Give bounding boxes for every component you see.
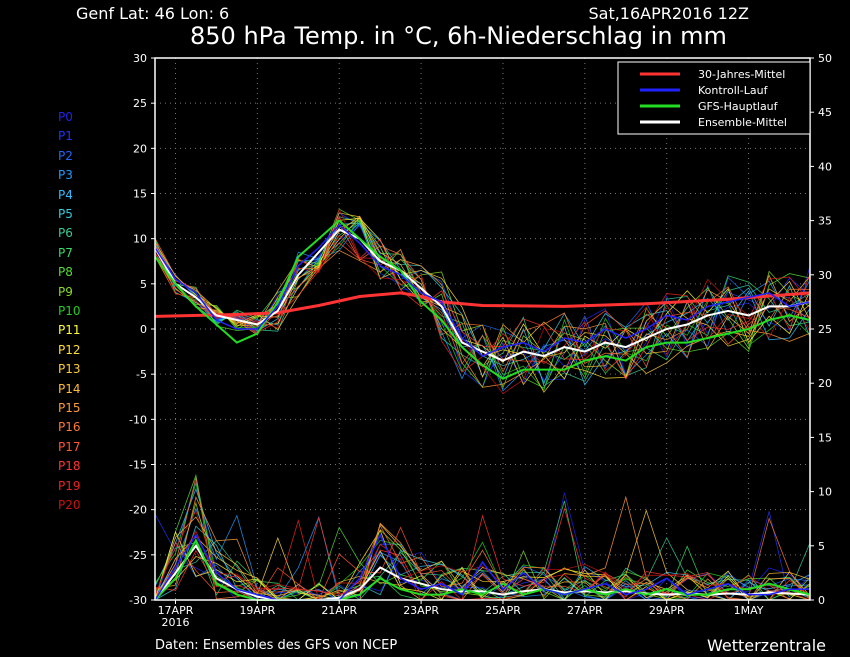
member-precip-line-p20 (154, 510, 811, 596)
temp-series-ensemble-mittel (154, 228, 811, 362)
y-right-tick-label: 30 (818, 269, 832, 282)
member-label-p0: P0 (58, 110, 73, 124)
location-label: Genf Lat: 46 Lon: 6 (76, 4, 230, 23)
chart-title: 850 hPa Temp. in °C, 6h-Niederschlag in … (190, 22, 727, 50)
y-left-tick-label: 25 (133, 97, 147, 110)
temp-series-kontroll-lauf (154, 224, 811, 357)
y-right-tick-label: 5 (818, 540, 825, 553)
member-label-p10: P10 (58, 304, 81, 318)
y-right-tick-label: 45 (818, 106, 832, 119)
legend-entry-label: Kontroll-Lauf (698, 84, 769, 97)
member-precip-line-p3 (154, 507, 811, 601)
member-label-p20: P20 (58, 498, 81, 512)
member-label-p13: P13 (58, 362, 81, 377)
y-left-tick-label: 0 (140, 323, 147, 336)
member-label-p11: P11 (58, 323, 81, 338)
y-left-tick-label: -30 (129, 594, 147, 607)
y-left-tick-label: -10 (129, 413, 147, 426)
y-left-tick-label: 10 (133, 233, 147, 246)
y-left-tick-label: 20 (133, 142, 147, 155)
member-label-p16: P16 (58, 420, 81, 435)
data-source-label: Daten: Ensembles des GFS von NCEP (155, 638, 398, 653)
member-label-p6: P6 (58, 226, 73, 241)
x-tick-label: 27APR (567, 604, 603, 617)
member-label-p1: P1 (58, 129, 73, 144)
member-label-p8: P8 (58, 265, 73, 280)
member-precip-line-p18 (154, 507, 811, 601)
x-tick-label: 25APR (485, 604, 521, 617)
y-right-tick-label: 10 (818, 486, 832, 499)
run-date-label: Sat,16APR2016 12Z (588, 4, 749, 23)
x-tick-label: 17APR (158, 604, 194, 617)
member-precip-line-p16 (154, 477, 811, 601)
member-label-p7: P7 (58, 245, 73, 260)
x-tick-label: 1MAY (734, 604, 764, 617)
member-label-p9: P9 (58, 284, 73, 299)
member-label-p4: P4 (58, 187, 73, 202)
y-right-tick-label: 0 (818, 594, 825, 607)
member-temp-line-p17 (154, 241, 811, 373)
x-tick-label: 19APR (239, 604, 275, 617)
legend-entry-label: Ensemble-Mittel (698, 116, 787, 129)
ensemble-member-lines (154, 207, 811, 601)
member-precip-line-p0 (154, 492, 811, 601)
member-label-p15: P15 (58, 401, 81, 415)
member-label-p19: P19 (58, 478, 81, 493)
y-right-tick-label: 35 (818, 215, 832, 228)
member-label-p18: P18 (58, 459, 81, 474)
temp-series-30-jahres-mittel (154, 291, 811, 318)
member-temp-line-p9 (154, 219, 811, 389)
y-left-tick-label: 15 (133, 188, 147, 201)
member-precip-line-p17 (154, 526, 810, 601)
wetterzentrale-brand: Wetterzentrale (706, 636, 826, 655)
y-left-tick-label: -5 (136, 368, 147, 381)
y-left-tick-label: -20 (129, 504, 147, 517)
y-left-tick-label: 30 (133, 52, 147, 65)
member-label-p3: P3 (58, 168, 73, 183)
y-left-tick-label: -15 (129, 459, 147, 472)
x-tick-year-label: 2016 (161, 616, 189, 629)
y-right-tick-label: 25 (818, 323, 832, 336)
legend: 30-Jahres-Mittel Kontroll-Lauf GFS-Hauptla… (617, 61, 811, 135)
x-tick-label: 29APR (649, 604, 685, 617)
axes: 302520151050-5-10-15-20-25-3050454035302… (129, 52, 832, 629)
y-left-tick-label: 5 (140, 278, 147, 291)
member-precip-line-p12 (154, 529, 811, 601)
member-label-p14: P14 (58, 381, 81, 396)
member-label-p17: P17 (58, 439, 81, 454)
legend-entry-label: GFS-Hauptlauf (698, 100, 779, 113)
member-label-p5: P5 (58, 207, 73, 221)
member-precip-line-p15 (154, 495, 811, 601)
temp-series-gfs-hauptlauf (154, 219, 811, 380)
member-precip-line-p7 (154, 500, 811, 601)
y-right-tick-label: 50 (818, 52, 832, 65)
legend-entry-label: 30-Jahres-Mittel (698, 68, 785, 81)
member-label-p12: P12 (58, 342, 81, 357)
x-tick-label: 21APR (321, 604, 357, 617)
y-right-tick-label: 20 (818, 377, 832, 390)
precip-series-kontroll-lauf-precip- (154, 533, 810, 601)
y-right-tick-label: 15 (818, 431, 832, 444)
member-temp-line-p18 (154, 215, 811, 380)
member-temp-line-p16 (154, 223, 811, 373)
x-tick-label: 23APR (403, 604, 439, 617)
y-right-tick-label: 40 (818, 160, 832, 173)
y-left-tick-label: -25 (129, 549, 147, 562)
member-label-p2: P2 (58, 148, 73, 163)
